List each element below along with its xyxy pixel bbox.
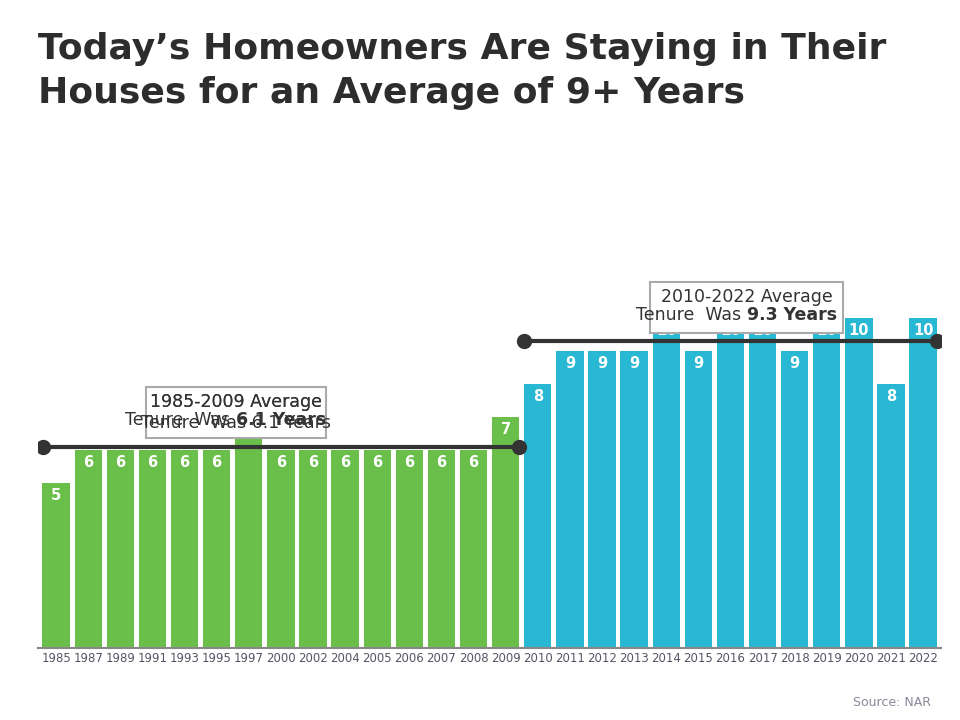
Text: 6: 6 [115, 455, 126, 470]
Text: Source: NAR: Source: NAR [853, 696, 931, 709]
Text: 8: 8 [886, 389, 896, 404]
Text: 9: 9 [597, 356, 607, 371]
Text: 10: 10 [913, 323, 933, 338]
Text: 7: 7 [500, 422, 511, 437]
Bar [492, 417, 519, 648]
Bar [396, 450, 423, 648]
Bar [524, 384, 551, 648]
Bar [813, 318, 840, 648]
Text: 9.3 Years: 9.3 Years [747, 305, 836, 323]
Text: 6: 6 [147, 455, 157, 470]
Text: 10: 10 [720, 323, 741, 338]
Bar [42, 483, 70, 648]
FancyBboxPatch shape [650, 282, 843, 333]
Bar [75, 450, 102, 648]
Bar [749, 318, 777, 648]
Text: 6: 6 [468, 455, 479, 470]
Point [929, 336, 945, 347]
Point [35, 441, 50, 452]
Bar [684, 351, 712, 648]
Text: 6: 6 [211, 455, 222, 470]
Text: 6: 6 [84, 455, 93, 470]
Text: 5: 5 [51, 488, 61, 503]
Bar [909, 318, 937, 648]
Bar [717, 318, 744, 648]
Bar [845, 318, 873, 648]
Text: 10: 10 [753, 323, 773, 338]
Text: Tenure  Was: Tenure Was [125, 411, 236, 429]
Bar [139, 450, 166, 648]
Text: 6: 6 [404, 455, 415, 470]
Bar [300, 450, 326, 648]
Bar [781, 351, 808, 648]
Text: 10: 10 [849, 323, 869, 338]
Text: Tenure  Was 6.1 Years: Tenure Was 6.1 Years [141, 414, 331, 432]
Text: 1985-2009 Average: 1985-2009 Average [150, 393, 322, 411]
Bar [235, 417, 262, 648]
Text: 6: 6 [180, 455, 189, 470]
Text: 8: 8 [533, 389, 543, 404]
Bar [364, 450, 391, 648]
Point [512, 441, 527, 452]
Text: 6: 6 [308, 455, 318, 470]
Text: 1985-2009 Average: 1985-2009 Average [150, 393, 322, 411]
Text: 9: 9 [790, 356, 800, 371]
Text: 6.1 Years: 6.1 Years [236, 411, 326, 429]
FancyBboxPatch shape [146, 387, 325, 438]
Text: 9: 9 [693, 356, 704, 371]
Bar [171, 450, 198, 648]
Text: 10: 10 [817, 323, 837, 338]
Bar [460, 450, 487, 648]
Bar [653, 318, 680, 648]
Text: 6: 6 [437, 455, 446, 470]
Bar [203, 450, 230, 648]
Bar [620, 351, 648, 648]
Text: 9: 9 [564, 356, 575, 371]
Bar [877, 384, 904, 648]
Point [516, 336, 532, 347]
Bar [107, 450, 134, 648]
Text: Today’s Homeowners Are Staying in Their: Today’s Homeowners Are Staying in Their [38, 32, 887, 66]
Text: 6: 6 [372, 455, 382, 470]
Text: 6: 6 [276, 455, 286, 470]
Text: 2010-2022 Average: 2010-2022 Average [660, 287, 832, 305]
Text: Tenure  Was: Tenure Was [636, 305, 747, 323]
Bar [267, 450, 295, 648]
Text: 6: 6 [340, 455, 350, 470]
Bar [331, 450, 359, 648]
Bar [588, 351, 615, 648]
Bar [428, 450, 455, 648]
Text: 9: 9 [629, 356, 639, 371]
Text: 10: 10 [656, 323, 677, 338]
Text: 7: 7 [244, 422, 253, 437]
Bar [556, 351, 584, 648]
Text: Houses for an Average of 9+ Years: Houses for an Average of 9+ Years [38, 76, 745, 109]
